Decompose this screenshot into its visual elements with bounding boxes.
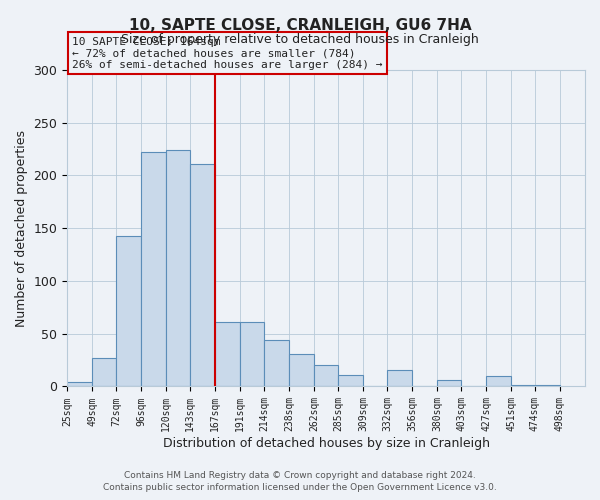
Bar [166, 150, 190, 386]
Y-axis label: Number of detached properties: Number of detached properties [15, 130, 28, 326]
Bar [387, 370, 412, 386]
Bar [264, 340, 289, 386]
Bar [437, 380, 461, 386]
Bar [240, 322, 264, 386]
Bar [190, 164, 215, 386]
Bar [338, 375, 363, 386]
Text: Contains HM Land Registry data © Crown copyright and database right 2024.: Contains HM Land Registry data © Crown c… [124, 471, 476, 480]
Text: 10 SAPTE CLOSE: 164sqm
← 72% of detached houses are smaller (784)
26% of semi-de: 10 SAPTE CLOSE: 164sqm ← 72% of detached… [73, 37, 383, 70]
Text: Size of property relative to detached houses in Cranleigh: Size of property relative to detached ho… [121, 32, 479, 46]
X-axis label: Distribution of detached houses by size in Cranleigh: Distribution of detached houses by size … [163, 437, 490, 450]
Text: 10, SAPTE CLOSE, CRANLEIGH, GU6 7HA: 10, SAPTE CLOSE, CRANLEIGH, GU6 7HA [128, 18, 472, 32]
Bar [116, 236, 141, 386]
Bar [92, 358, 116, 386]
Bar [141, 152, 166, 386]
Bar [215, 322, 240, 386]
Bar [289, 354, 314, 386]
Text: Contains public sector information licensed under the Open Government Licence v3: Contains public sector information licen… [103, 484, 497, 492]
Bar [314, 366, 338, 386]
Bar [67, 382, 92, 386]
Bar [486, 376, 511, 386]
